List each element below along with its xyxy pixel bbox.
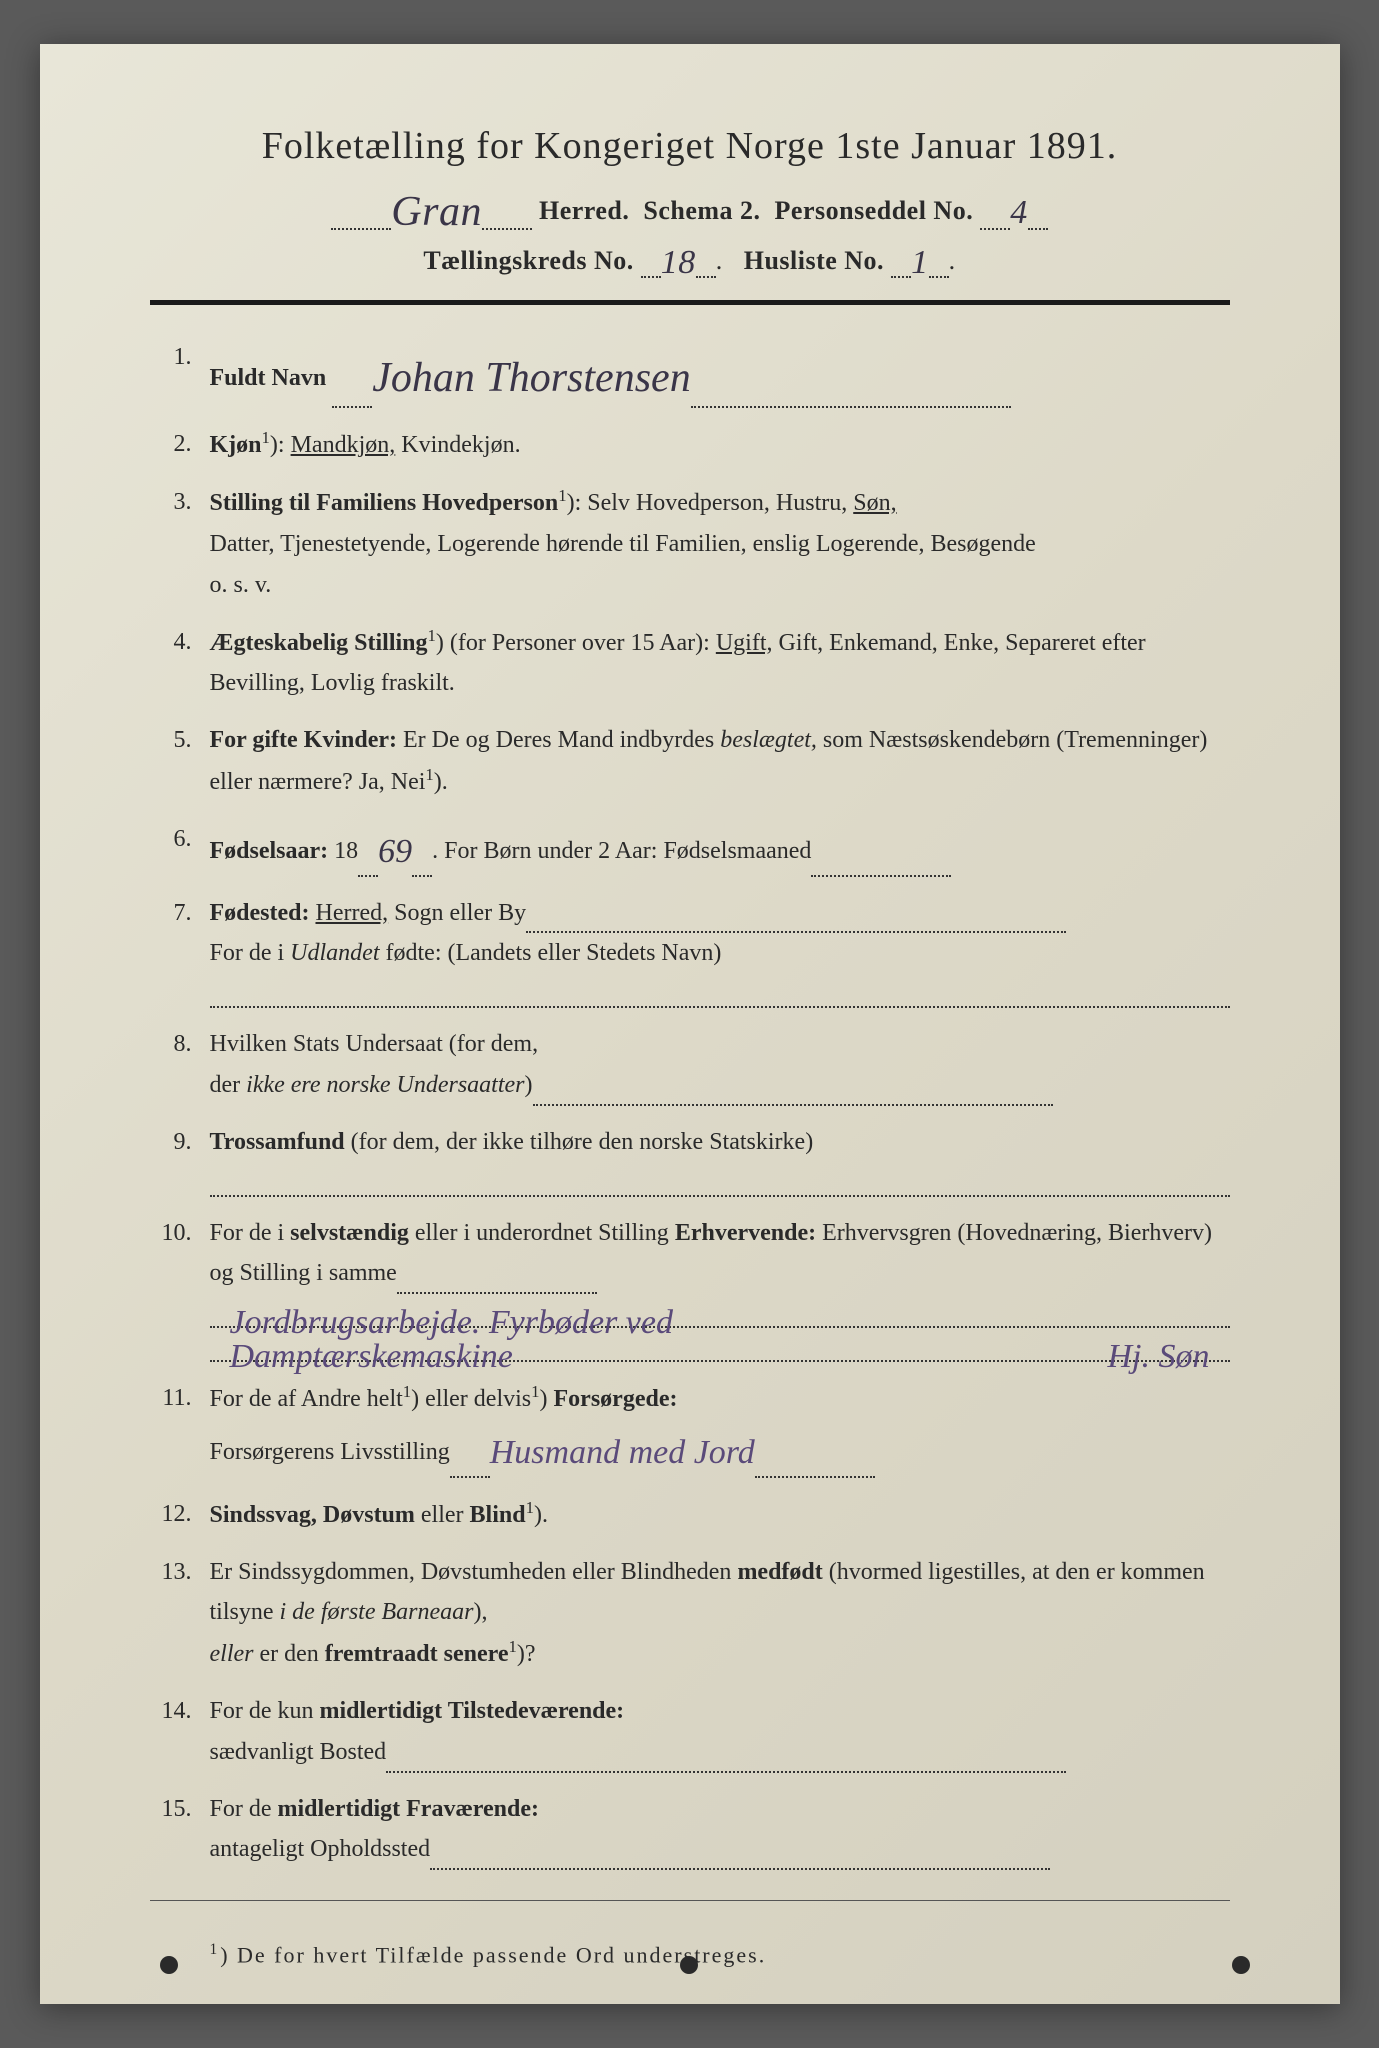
- item-13: 13. Er Sindssygdommen, Døvstumheden elle…: [150, 1552, 1230, 1675]
- header-line-1: Gran Herred. Schema 2. Personseddel No. …: [150, 182, 1230, 230]
- punch-hole-icon: [1232, 1956, 1250, 1974]
- occupation-line2: Damptærskemaskine: [230, 1328, 513, 1386]
- item-8: 8. Hvilken Stats Undersaat (for dem, der…: [150, 1024, 1230, 1106]
- marital-selected: Ugift,: [716, 630, 773, 656]
- item-15: 15. For de midlertidigt Fraværende: anta…: [150, 1789, 1230, 1871]
- item-9: 9. Trossamfund (for dem, der ikke tilhør…: [150, 1122, 1230, 1197]
- item-11: 11. For de af Andre helt1) eller delvis1…: [150, 1378, 1230, 1478]
- item-3: 3. Stilling til Familiens Hovedperson1):…: [150, 482, 1230, 605]
- form-items: 1. Fuldt Navn Johan Thorstensen 2. Kjøn1…: [150, 337, 1230, 1870]
- form-header: Folketælling for Kongeriget Norge 1ste J…: [150, 124, 1230, 278]
- punch-hole-icon: [680, 1956, 698, 1974]
- relation-selected: Søn,: [853, 490, 896, 516]
- item-1: 1. Fuldt Navn Johan Thorstensen: [150, 337, 1230, 408]
- item-14: 14. For de kun midlertidigt Tilstedevære…: [150, 1691, 1230, 1773]
- personseddel-no: 4: [1010, 194, 1028, 231]
- census-form-page: Folketælling for Kongeriget Norge 1ste J…: [40, 44, 1340, 2004]
- sex-selected: Mandkjøn,: [291, 432, 396, 458]
- form-title: Folketælling for Kongeriget Norge 1ste J…: [150, 124, 1230, 168]
- punch-hole-icon: [160, 1956, 178, 1974]
- birth-year: 69: [378, 833, 412, 870]
- provider-occupation: Husmand med Jord: [490, 1434, 755, 1471]
- herred-value: Gran: [391, 189, 482, 235]
- item-4: 4. Ægteskabelig Stilling1) (for Personer…: [150, 622, 1230, 705]
- item-12: 12. Sindssvag, Døvstum eller Blind1).: [150, 1494, 1230, 1536]
- husliste-no: 1: [911, 244, 929, 281]
- occupation-line2b: Hj. Søn: [1108, 1328, 1210, 1386]
- birthplace-selected: Herred,: [315, 900, 388, 926]
- full-name-value: Johan Thorstensen: [372, 355, 691, 401]
- kreds-no: 18: [661, 244, 696, 281]
- item-7: 7. Fødested: Herred, Sogn eller By For d…: [150, 893, 1230, 1009]
- header-rule: [150, 300, 1230, 305]
- item-6: 6. Fødselsaar: 1869. For Børn under 2 Aa…: [150, 819, 1230, 877]
- header-line-2: Tællingskreds No. 18. Husliste No. 1.: [150, 240, 1230, 278]
- item-5: 5. For gifte Kvinder: Er De og Deres Man…: [150, 720, 1230, 803]
- item-10: 10. For de i selvstændig eller i underor…: [150, 1213, 1230, 1363]
- footnote-rule: [150, 1900, 1230, 1901]
- item-2: 2. Kjøn1): Mandkjøn, Kvindekjøn.: [150, 424, 1230, 466]
